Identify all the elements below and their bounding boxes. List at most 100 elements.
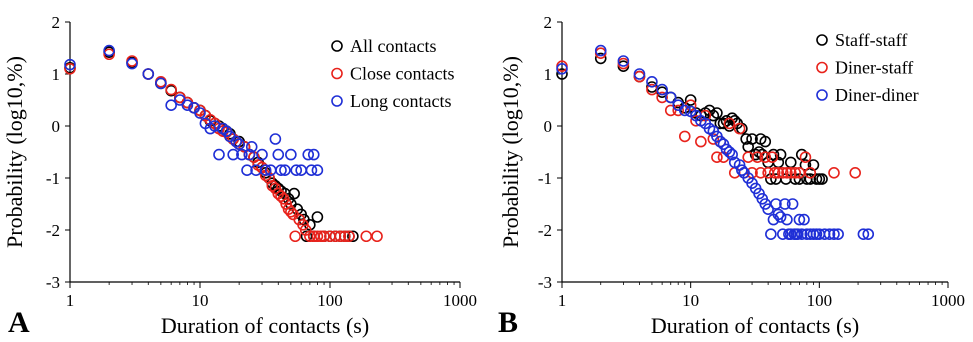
data-point	[315, 230, 327, 243]
x-tick-label: 1	[66, 291, 75, 310]
panel-b: -3 -2 -1 0 1 2 1 10 100 1000 Staff-staff Diner-sta…	[498, 13, 965, 339]
data-point	[726, 148, 738, 161]
legend-label: Close contacts	[350, 64, 454, 84]
data-point	[762, 203, 774, 215]
data-point	[678, 130, 691, 143]
data-point	[259, 164, 272, 176]
x-axis-label: Duration of contacts (s)	[651, 313, 859, 338]
data-point	[103, 48, 115, 61]
data-point	[684, 94, 697, 106]
data-point	[213, 148, 225, 161]
data-point	[243, 148, 256, 161]
data-point	[807, 228, 820, 240]
data-point	[64, 58, 76, 71]
data-point	[269, 133, 282, 145]
legend-marker	[331, 95, 343, 107]
data-point	[266, 180, 279, 192]
data-point	[784, 167, 797, 179]
data-point	[804, 228, 817, 240]
y-axis-label: Probability (log10,%)	[498, 56, 523, 248]
y-tick-label: -3	[46, 273, 60, 292]
legend-marker	[331, 67, 343, 80]
legend-marker	[816, 34, 828, 46]
y-tick-label: 2	[544, 13, 553, 32]
data-point	[768, 167, 781, 179]
data-point	[209, 120, 221, 132]
data-point	[823, 228, 836, 240]
data-point	[714, 135, 727, 148]
x-tick-label: 10	[682, 291, 699, 310]
y-axis-label: Probability (log10,%)	[2, 56, 27, 248]
legend-label: Diner-staff	[835, 58, 913, 78]
panel-letter: B	[498, 306, 518, 339]
data-point	[194, 107, 206, 119]
y-tick-label: -1	[538, 169, 552, 188]
data-point	[339, 230, 351, 243]
data-point	[786, 198, 799, 210]
data-point	[656, 83, 668, 96]
y-tick-label: 0	[52, 117, 61, 136]
data-point	[594, 44, 607, 57]
data-point	[736, 164, 748, 176]
data-point	[272, 148, 285, 161]
data-point	[723, 146, 736, 158]
data-point	[862, 228, 875, 240]
y-tick-label: -3	[538, 273, 552, 292]
x-tick-label: 1000	[443, 291, 477, 310]
data-point	[275, 164, 287, 176]
data-point	[746, 133, 758, 145]
data-point	[695, 135, 707, 148]
x-tick-label: 10	[192, 291, 209, 310]
data-point	[754, 167, 767, 179]
data-point	[165, 83, 177, 96]
data-point	[236, 148, 248, 161]
data-point	[784, 228, 797, 240]
data-point	[318, 230, 330, 243]
data-point	[781, 167, 793, 179]
legend-label: All contacts	[350, 36, 436, 56]
data-point	[347, 230, 359, 243]
data-point	[311, 211, 324, 223]
data-point	[275, 190, 287, 202]
data-point	[849, 167, 861, 179]
data-point	[776, 167, 789, 179]
data-point	[772, 167, 785, 179]
data-points	[64, 44, 383, 243]
data-point	[776, 228, 789, 240]
x-axis-label: Duration of contacts (s)	[161, 313, 369, 338]
data-points	[556, 44, 875, 240]
data-point	[233, 138, 245, 150]
panel-letter: A	[8, 306, 30, 339]
legend-marker	[331, 40, 343, 52]
data-point	[784, 156, 797, 169]
data-point	[241, 164, 253, 176]
data-point	[288, 187, 300, 200]
legend-marker	[816, 61, 828, 74]
data-point	[594, 52, 607, 65]
data-point	[633, 68, 646, 80]
x-tick-label: 100	[317, 291, 343, 310]
x-tick-label: 100	[807, 291, 833, 310]
data-point	[770, 198, 782, 210]
data-point	[795, 228, 808, 240]
data-point	[103, 44, 115, 57]
legend: Staff-staff Diner-staff Diner-diner	[816, 30, 919, 105]
data-point	[227, 148, 239, 161]
data-point	[828, 228, 840, 240]
data-point	[804, 173, 817, 185]
y-tick-label: 1	[52, 65, 61, 84]
data-point	[646, 76, 658, 88]
data-point	[304, 230, 316, 243]
data-point	[290, 164, 303, 176]
axis-ticks: -3 -2 -1 0 1 2 1 10 100 1000	[538, 13, 965, 310]
data-point	[556, 68, 568, 80]
data-point	[556, 63, 568, 75]
x-tick-label: 1000	[931, 291, 965, 310]
data-point	[711, 151, 723, 163]
legend-label: Long contacts	[350, 91, 451, 111]
data-point	[759, 151, 772, 163]
data-point	[672, 104, 684, 117]
data-point	[165, 99, 177, 111]
data-point	[302, 148, 315, 161]
